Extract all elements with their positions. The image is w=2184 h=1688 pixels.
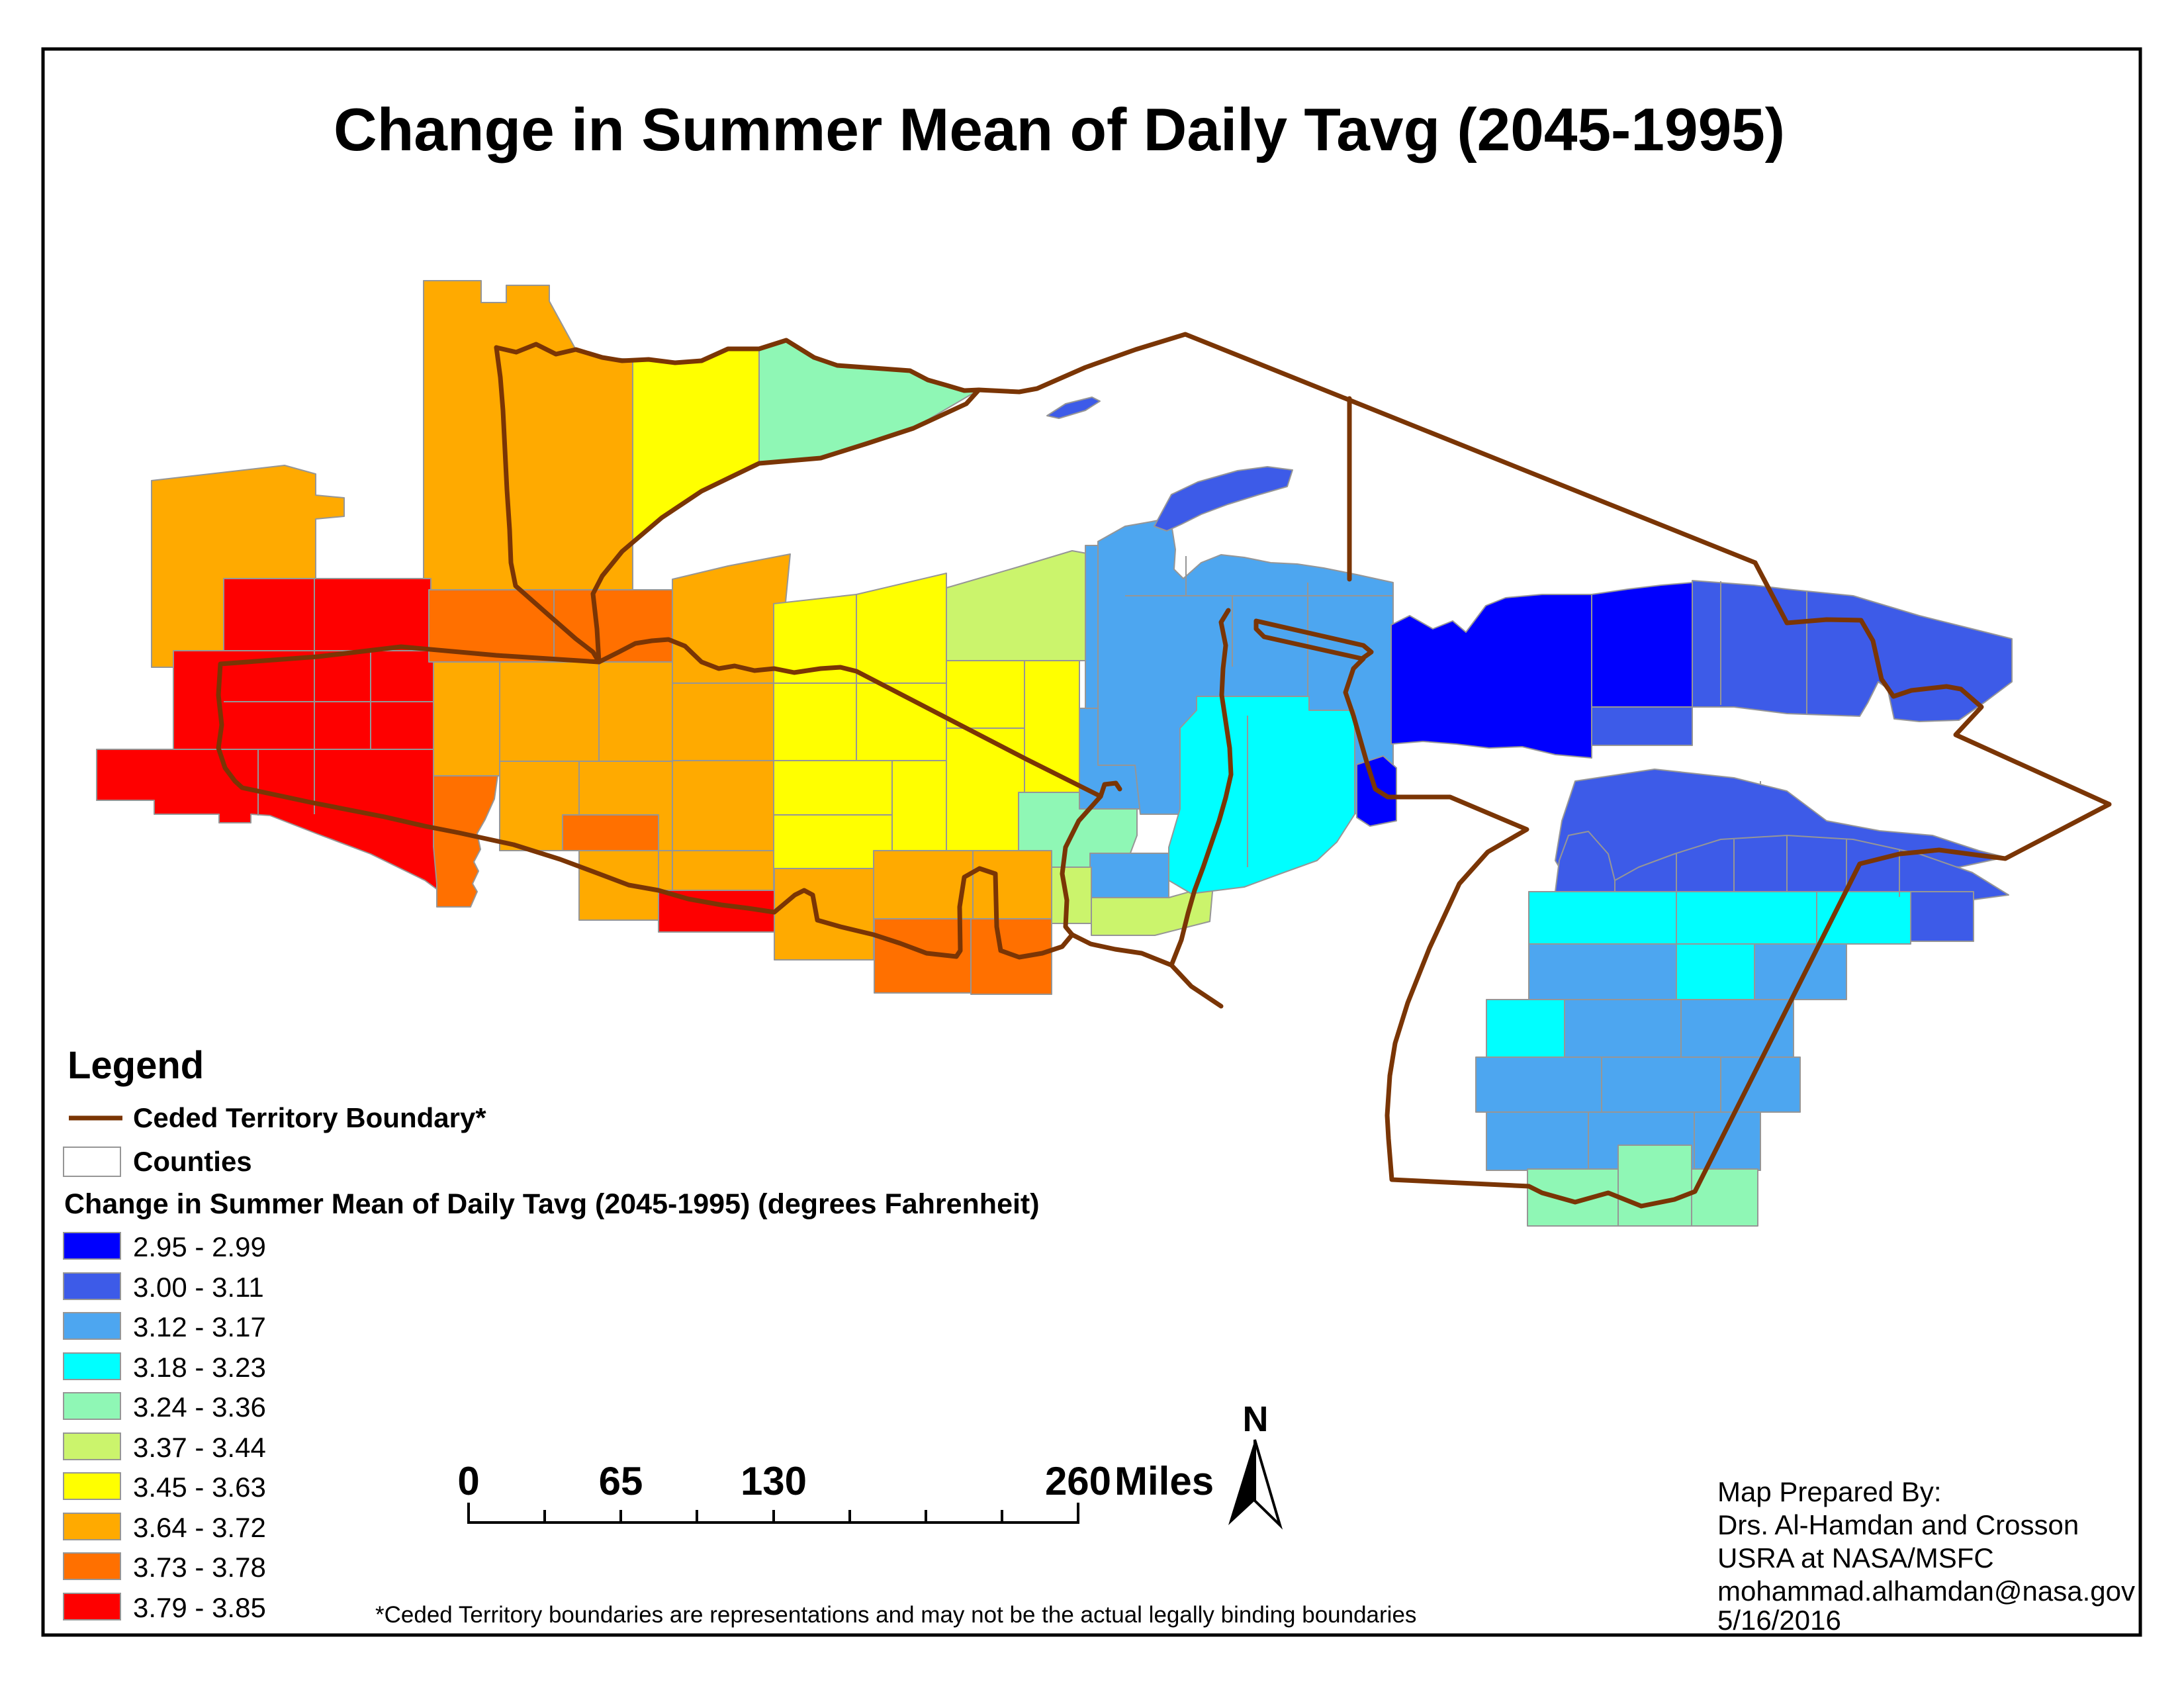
svg-text:3.45 - 3.63: 3.45 - 3.63 [133, 1472, 266, 1503]
svg-text:*Ceded Territory boundaries ar: *Ceded Territory boundaries are represen… [375, 1602, 1416, 1628]
svg-text:Counties: Counties [133, 1146, 252, 1177]
svg-text:mohammad.alhamdan@nasa.gov: mohammad.alhamdan@nasa.gov [1717, 1575, 2135, 1607]
svg-text:3.12 - 3.17: 3.12 - 3.17 [133, 1311, 266, 1342]
svg-text:130: 130 [741, 1459, 807, 1503]
svg-text:3.18 - 3.23: 3.18 - 3.23 [133, 1352, 266, 1383]
svg-text:3.73 - 3.78: 3.73 - 3.78 [133, 1552, 266, 1583]
svg-text:5/16/2016: 5/16/2016 [1717, 1605, 1841, 1636]
svg-text:Legend: Legend [68, 1044, 204, 1087]
svg-text:Map Prepared By:: Map Prepared By: [1717, 1476, 1942, 1507]
svg-text:Ceded Territory Boundary*: Ceded Territory Boundary* [133, 1102, 486, 1133]
svg-text:2.95 - 2.99: 2.95 - 2.99 [133, 1231, 266, 1262]
svg-text:3.37 - 3.44: 3.37 - 3.44 [133, 1432, 266, 1463]
svg-text:Miles: Miles [1115, 1459, 1214, 1503]
svg-text:3.79 - 3.85: 3.79 - 3.85 [133, 1592, 266, 1623]
svg-text:N: N [1243, 1399, 1269, 1439]
svg-text:65: 65 [599, 1459, 643, 1503]
svg-text:3.24 - 3.36: 3.24 - 3.36 [133, 1391, 266, 1423]
svg-text:3.64 - 3.72: 3.64 - 3.72 [133, 1512, 266, 1543]
svg-text:3.00 - 3.11: 3.00 - 3.11 [133, 1272, 264, 1303]
svg-text:Drs. Al-Hamdan and Crosson: Drs. Al-Hamdan and Crosson [1717, 1509, 2079, 1540]
svg-text:Change in Summer Mean of Daily: Change in Summer Mean of Daily Tavg (204… [64, 1188, 1040, 1220]
svg-text:260: 260 [1045, 1459, 1111, 1503]
svg-text:Change in Summer Mean of Daily: Change in Summer Mean of Daily Tavg (204… [334, 97, 1785, 164]
svg-text:USRA at NASA/MSFC: USRA at NASA/MSFC [1717, 1542, 1994, 1573]
svg-text:0: 0 [457, 1459, 479, 1503]
